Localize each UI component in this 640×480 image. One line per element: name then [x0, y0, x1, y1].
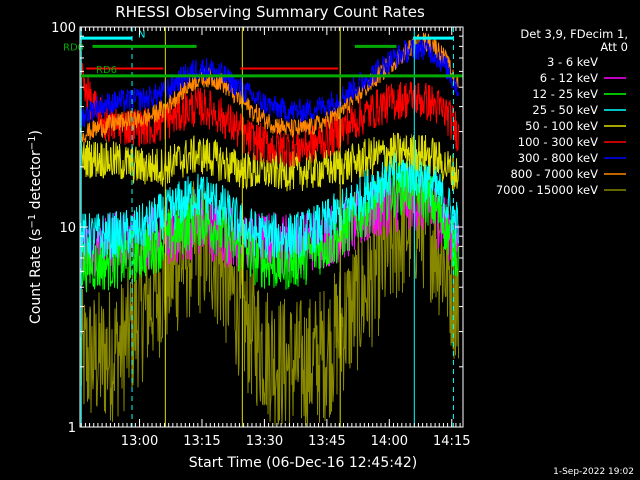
- series-line-4: [80, 132, 459, 192]
- chart-title: RHESSI Observing Summary Count Rates: [115, 3, 425, 21]
- legend-label-5: 100 - 300 keV: [518, 135, 598, 149]
- legend-header-line-1: Det 3,9, FDecim 1,: [520, 27, 628, 41]
- series-line-5: [80, 61, 459, 168]
- series-line-6: [80, 36, 459, 128]
- y-axis-label-sup2: −1: [27, 136, 38, 151]
- x-tick-label-4: 14:00: [371, 434, 408, 449]
- rd6-label: RD6: [96, 65, 117, 76]
- legend-label-0: 3 - 6 keV: [547, 55, 598, 69]
- legend-label-1: 6 - 12 keV: [540, 71, 598, 85]
- series-layer: [80, 32, 459, 428]
- y-axis-label: Count Rate (s−1 detector−1): [27, 130, 44, 324]
- legend-label-3: 25 - 50 keV: [532, 103, 598, 117]
- legend-label-6: 300 - 800 keV: [518, 151, 598, 165]
- y-axis-label-end: ): [28, 130, 44, 135]
- legend-label-4: 50 - 100 keV: [525, 119, 598, 133]
- series-line-2: [80, 159, 459, 293]
- series-line-3: [80, 148, 459, 260]
- rd0-label: RD0: [63, 42, 84, 53]
- y-tick-label-1: 10: [59, 221, 76, 236]
- x-tick-label-3: 13:45: [308, 434, 345, 449]
- legend: Det 3,9, FDecim 1,Att 03 - 6 keV 6 - 12 k…: [496, 27, 628, 197]
- legend-label-7: 800 - 7000 keV: [510, 167, 598, 181]
- y-tick-label-0: 1: [68, 421, 76, 436]
- x-tick-label-2: 13:30: [246, 434, 283, 449]
- legend-header-line-2: Att 0: [600, 40, 628, 54]
- x-axis-label: Start Time (06-Dec-16 12:45:42): [189, 455, 417, 471]
- y-axis-label-tail: detector: [28, 150, 44, 214]
- axis-layer: 13:00 13:15 13:30 13:45 14:00 14:15 1 10 100: [51, 21, 470, 449]
- legend-label-8: 7000 - 15000 keV: [496, 183, 598, 197]
- legend-label-2: 12 - 25 keV: [532, 87, 598, 101]
- y-axis-label-sup: −1: [27, 214, 38, 229]
- night-label: N: [138, 29, 145, 40]
- x-tick-label-0: 13:00: [121, 434, 158, 449]
- x-tick-label-5: 14:15: [433, 434, 470, 449]
- y-axis-label-base: Count Rate (s: [28, 229, 44, 324]
- y-tick-label-2: 100: [51, 21, 76, 36]
- x-tick-label-1: 13:15: [183, 434, 220, 449]
- series-line-7: [80, 32, 459, 143]
- footer-timestamp: 1-Sep-2022 19:02: [553, 467, 634, 477]
